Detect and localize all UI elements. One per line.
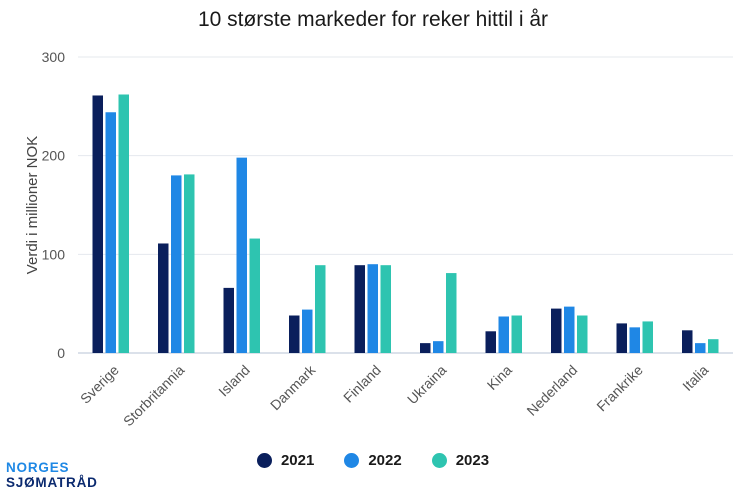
- bar: [118, 94, 129, 353]
- x-tick-label: Island: [215, 362, 253, 400]
- bar: [184, 174, 195, 353]
- bar: [446, 273, 457, 353]
- legend-marker-2023: [431, 453, 447, 468]
- bar: [695, 343, 706, 353]
- y-tick-label: 0: [57, 345, 65, 361]
- bar: [433, 341, 444, 353]
- bar: [564, 306, 575, 353]
- legend-marker-2022: [344, 453, 360, 468]
- x-tick-label: Ukraina: [404, 362, 450, 408]
- x-tick-label: Italia: [679, 362, 711, 394]
- bar: [92, 95, 103, 353]
- bar: [249, 238, 260, 353]
- bar: [485, 331, 496, 353]
- bar: [302, 309, 313, 353]
- bar: [420, 343, 431, 353]
- chart-title: 10 største markeder for reker hittil i å…: [197, 8, 549, 31]
- x-tick-label: Sverige: [77, 362, 122, 407]
- bar: [708, 339, 719, 353]
- legend-marker-2021: [256, 453, 272, 468]
- bar: [629, 327, 640, 353]
- x-tick-label: Storbritannia: [120, 362, 188, 430]
- bar: [380, 265, 391, 353]
- bar: [158, 243, 169, 353]
- x-tick-label: Nederland: [523, 362, 580, 419]
- brand-logo: NORGES SJØMATRÅD: [6, 460, 98, 490]
- bar: [236, 157, 247, 353]
- bar: [315, 265, 326, 353]
- bar: [354, 265, 365, 353]
- legend-label-2021: 2021: [280, 452, 315, 469]
- bar: [616, 323, 627, 353]
- y-axis-title: Verdi i millioner NOK: [24, 136, 41, 274]
- legend-item-2023[interactable]: 2023: [431, 452, 490, 469]
- brand-logo-line1: NORGES: [6, 460, 70, 475]
- x-tick-label: Finland: [340, 362, 384, 406]
- x-tick-label: Frankrike: [593, 362, 646, 415]
- brand-logo-line2: SJØMATRÅD: [6, 475, 98, 490]
- legend: 2021 2022 2023: [0, 452, 746, 469]
- y-tick-label: 100: [42, 246, 66, 262]
- bar: [577, 315, 588, 353]
- bar: [511, 315, 522, 353]
- x-tick-label: Kina: [484, 362, 515, 393]
- legend-label-2022: 2022: [368, 452, 402, 469]
- bar-chart: 0 100 200 300 Verdi i millioner NOK SverigeSt…: [24, 49, 733, 430]
- x-tick-label: Danmark: [267, 361, 319, 413]
- bar: [682, 330, 693, 353]
- bar: [171, 175, 182, 353]
- bar: [498, 316, 509, 353]
- bar: [367, 264, 378, 353]
- y-tick-label: 300: [42, 49, 66, 65]
- bar: [223, 287, 234, 353]
- bar: [105, 112, 116, 354]
- legend-item-2022[interactable]: 2022: [344, 452, 402, 469]
- y-tick-label: 200: [42, 148, 66, 164]
- bar: [289, 315, 300, 353]
- bar: [551, 308, 562, 353]
- legend-label-2023: 2023: [455, 452, 490, 469]
- bar: [642, 321, 653, 353]
- legend-item-2021[interactable]: 2021: [256, 452, 315, 469]
